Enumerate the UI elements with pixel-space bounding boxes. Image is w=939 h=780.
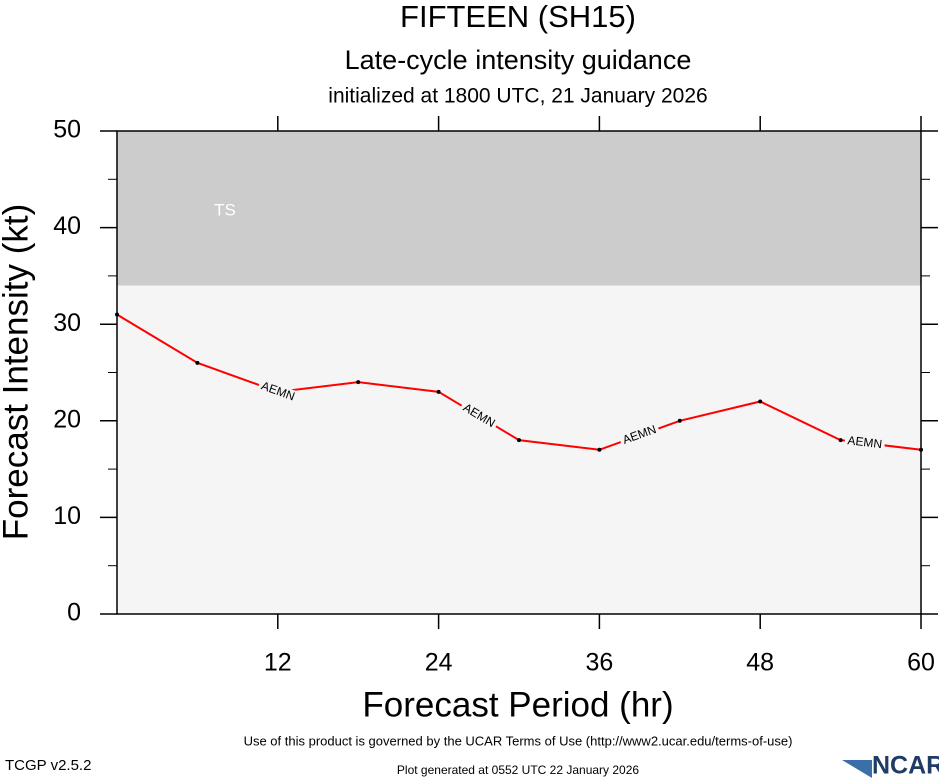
x-tick-label: 12 xyxy=(264,649,292,677)
label-bg xyxy=(256,378,299,406)
label-bg xyxy=(844,433,886,453)
generated: Plot generated at 0552 UTC 22 January 20… xyxy=(397,763,639,777)
data-point xyxy=(356,380,361,385)
version: TCGP v2.5.2 xyxy=(5,757,91,774)
data-point xyxy=(919,447,923,452)
data-point xyxy=(677,418,682,423)
init-time: initialized at 1800 UTC, 21 January 2026 xyxy=(328,85,707,108)
y-tick-label: 50 xyxy=(53,116,81,144)
x-tick-label: 48 xyxy=(746,649,774,677)
data-point xyxy=(115,312,119,317)
y-tick-label: 10 xyxy=(53,502,81,530)
data-point xyxy=(436,389,441,394)
x-tick-label: 60 xyxy=(907,649,935,677)
terms: Use of this product is governed by the U… xyxy=(244,733,793,748)
x-tick-label: 24 xyxy=(425,649,453,677)
intensity-band xyxy=(117,131,921,286)
label-bg xyxy=(458,399,500,433)
x-tick-label: 36 xyxy=(585,649,613,677)
chart-title: FIFTEEN (SH15) xyxy=(400,0,636,34)
data-point xyxy=(597,447,602,452)
data-point xyxy=(838,438,843,443)
logo-mark xyxy=(842,760,872,778)
y-tick-label: 40 xyxy=(53,212,81,240)
y-tick-label: 30 xyxy=(53,309,81,337)
y-tick-label: 0 xyxy=(67,599,81,627)
series-label: AEMN xyxy=(847,433,883,451)
x-axis-label: Forecast Period (hr) xyxy=(362,685,673,724)
data-point xyxy=(758,399,763,404)
y-axis-label: Forecast Intensity (kt) xyxy=(0,204,35,540)
chart-subtitle: Late-cycle intensity guidance xyxy=(345,45,692,75)
y-tick-label: 20 xyxy=(53,405,81,433)
logo: NCAR xyxy=(872,752,939,780)
label-bg xyxy=(618,421,661,449)
band-label: TS xyxy=(214,200,236,219)
data-point xyxy=(195,360,200,365)
data-point xyxy=(517,438,521,443)
